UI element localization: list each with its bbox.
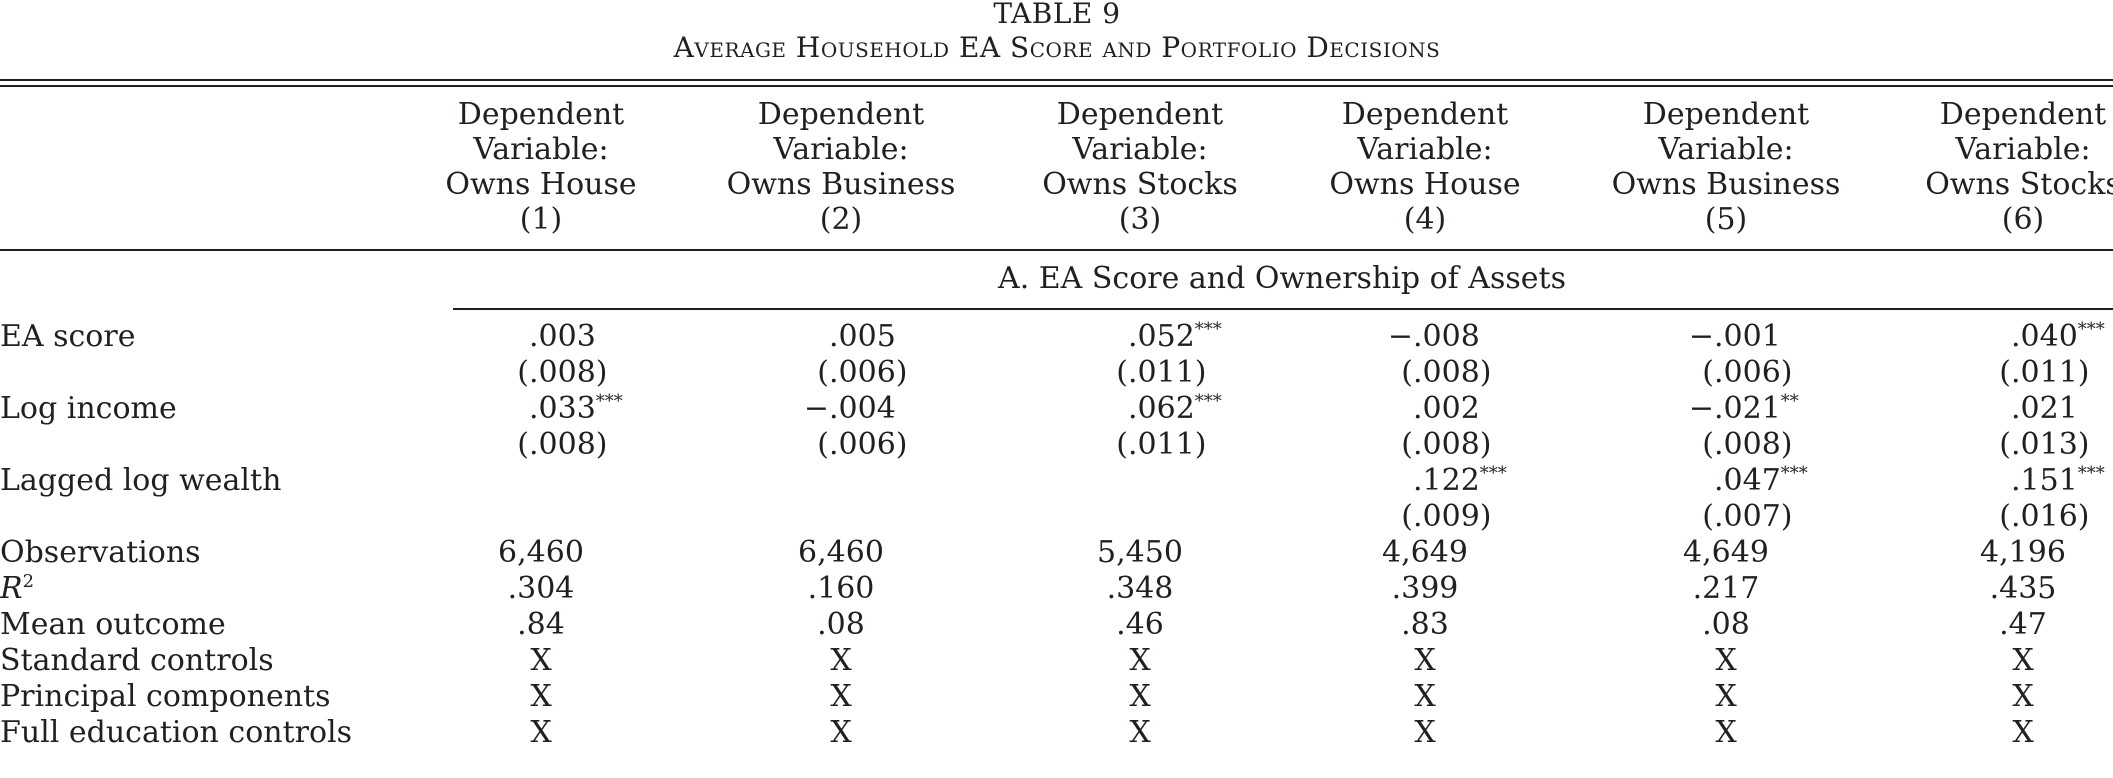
stat-principal-components-col1: X — [530, 679, 552, 714]
stat-full-education-controls-col5: X — [1715, 715, 1737, 750]
stat-r-squared-col4: .399 — [1391, 571, 1459, 606]
se-ea-score-col4: (.008) — [1401, 355, 1492, 390]
stat-mean-outcome-col5: .08 — [1702, 607, 1750, 642]
column-header-6: Dependent Variable: Owns Stocks (6) — [1925, 97, 2113, 237]
row-label-ea-score: EA score — [0, 319, 136, 354]
row-label-standard-controls: Standard controls — [0, 643, 274, 678]
coef-log-income-col2: −.004 — [803, 391, 896, 426]
se-log-income-col4: (.008) — [1401, 427, 1492, 462]
coef-lagged-log-wealth-col5: .047*** — [1714, 463, 1808, 498]
stat-standard-controls-col1: X — [530, 643, 552, 678]
column-header-2: Dependent Variable: Owns Business (2) — [726, 97, 956, 237]
stat-standard-controls-col3: X — [1129, 643, 1151, 678]
stat-standard-controls-col5: X — [1715, 643, 1737, 678]
table-title: TABLE 9 — [993, 0, 1121, 30]
stat-principal-components-col3: X — [1129, 679, 1151, 714]
stat-observations-col3: 5,450 — [1097, 535, 1183, 570]
stat-r-squared-col2: .160 — [807, 571, 875, 606]
column-header-5: Dependent Variable: Owns Business (5) — [1611, 97, 1841, 237]
se-log-income-col3: (.011) — [1116, 427, 1207, 462]
coef-log-income-col1: .033*** — [529, 391, 623, 426]
stat-principal-components-col6: X — [2012, 679, 2034, 714]
header-rule — [0, 249, 2113, 251]
se-log-income-col5: (.008) — [1702, 427, 1793, 462]
stat-full-education-controls-col1: X — [530, 715, 552, 750]
row-label-r-squared: R2 — [0, 571, 35, 606]
coef-log-income-col3: .062*** — [1128, 391, 1222, 426]
coef-ea-score-col5: −.001 — [1688, 319, 1781, 354]
se-lagged-log-wealth-col4: (.009) — [1401, 499, 1492, 534]
column-header-3: Dependent Variable: Owns Stocks (3) — [1042, 97, 1238, 237]
se-ea-score-col1: (.008) — [517, 355, 608, 390]
se-log-income-col2: (.006) — [817, 427, 908, 462]
stat-r-squared-col6: .435 — [1989, 571, 2057, 606]
coef-ea-score-col1: .003 — [529, 319, 596, 354]
stat-full-education-controls-col2: X — [830, 715, 852, 750]
stat-standard-controls-col4: X — [1414, 643, 1436, 678]
row-label-principal-components: Principal components — [0, 679, 331, 714]
panel-rule — [453, 308, 2113, 310]
row-label-lagged-log-wealth: Lagged log wealth — [0, 463, 282, 498]
coef-ea-score-col6: .040*** — [2011, 319, 2105, 354]
coef-ea-score-col4: −.008 — [1387, 319, 1480, 354]
stat-r-squared-col3: .348 — [1106, 571, 1174, 606]
stat-full-education-controls-col4: X — [1414, 715, 1436, 750]
stat-observations-col6: 4,196 — [1980, 535, 2066, 570]
coef-lagged-log-wealth-col4: .122*** — [1413, 463, 1507, 498]
stat-mean-outcome-col4: .83 — [1401, 607, 1449, 642]
coef-log-income-col6: .021 — [2011, 391, 2078, 426]
stat-observations-col5: 4,649 — [1683, 535, 1769, 570]
panel-title: A. EA Score and Ownership of Assets — [998, 261, 1566, 296]
stat-full-education-controls-col3: X — [1129, 715, 1151, 750]
row-label-full-education-controls: Full education controls — [0, 715, 353, 750]
coef-lagged-log-wealth-col6: .151*** — [2011, 463, 2105, 498]
se-lagged-log-wealth-col6: (.016) — [1999, 499, 2090, 534]
stat-standard-controls-col6: X — [2012, 643, 2034, 678]
coef-ea-score-col2: .005 — [829, 319, 896, 354]
coef-ea-score-col3: .052*** — [1128, 319, 1222, 354]
coef-log-income-col5: −.021** — [1688, 391, 1799, 426]
se-log-income-col6: (.013) — [1999, 427, 2090, 462]
stat-r-squared-col1: .304 — [507, 571, 575, 606]
row-label-mean-outcome: Mean outcome — [0, 607, 226, 642]
stat-full-education-controls-col6: X — [2012, 715, 2034, 750]
table-subtitle: Average Household EA Score and Portfolio… — [673, 31, 1441, 64]
stat-mean-outcome-col3: .46 — [1116, 607, 1164, 642]
column-header-1: Dependent Variable: Owns House (1) — [445, 97, 637, 237]
se-ea-score-col2: (.006) — [817, 355, 908, 390]
top-rule-2 — [0, 85, 2113, 87]
stat-principal-components-col4: X — [1414, 679, 1436, 714]
stat-r-squared-col5: .217 — [1692, 571, 1760, 606]
se-ea-score-col6: (.011) — [1999, 355, 2090, 390]
se-ea-score-col5: (.006) — [1702, 355, 1793, 390]
se-ea-score-col3: (.011) — [1116, 355, 1207, 390]
stat-observations-col2: 6,460 — [798, 535, 884, 570]
stat-observations-col4: 4,649 — [1382, 535, 1468, 570]
stat-principal-components-col5: X — [1715, 679, 1737, 714]
row-label-observations: Observations — [0, 535, 201, 570]
stat-mean-outcome-col6: .47 — [1999, 607, 2047, 642]
row-label-log-income: Log income — [0, 391, 177, 426]
top-rule-1 — [0, 79, 2113, 81]
coef-log-income-col4: .002 — [1413, 391, 1480, 426]
stat-mean-outcome-col2: .08 — [817, 607, 865, 642]
stat-principal-components-col2: X — [830, 679, 852, 714]
stat-standard-controls-col2: X — [830, 643, 852, 678]
stat-observations-col1: 6,460 — [498, 535, 584, 570]
se-log-income-col1: (.008) — [517, 427, 608, 462]
se-lagged-log-wealth-col5: (.007) — [1702, 499, 1793, 534]
stat-mean-outcome-col1: .84 — [517, 607, 565, 642]
column-header-4: Dependent Variable: Owns House (4) — [1329, 97, 1521, 237]
